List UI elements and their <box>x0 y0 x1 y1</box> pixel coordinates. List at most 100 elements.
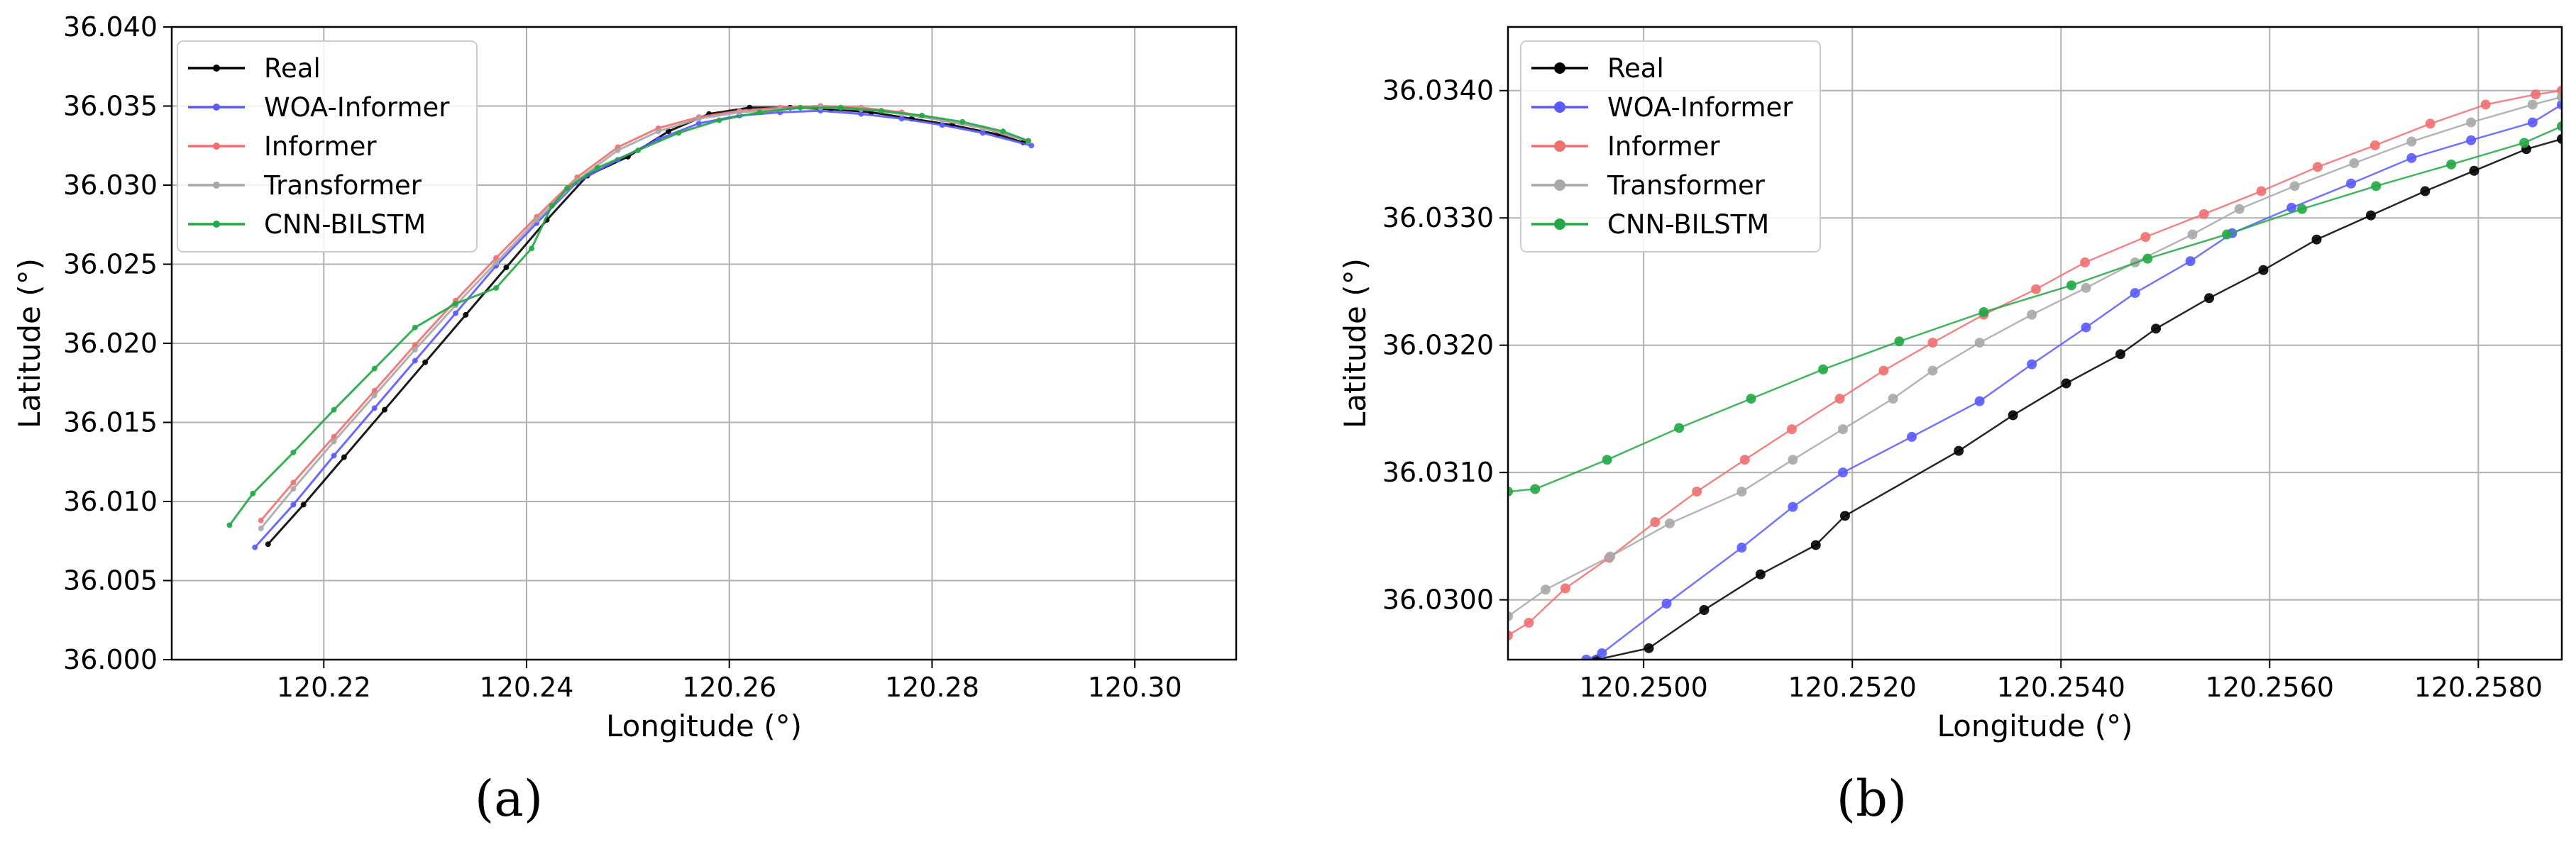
legend-label: CNN-BILSTM <box>1607 209 1769 240</box>
data-point <box>1508 630 1513 640</box>
data-point <box>1699 605 1710 616</box>
legend-swatch-marker <box>1554 62 1565 74</box>
x-tick-label: 120.22 <box>277 672 371 703</box>
data-point <box>615 147 621 153</box>
data-point <box>1028 143 1035 149</box>
data-point <box>1736 543 1747 553</box>
data-point <box>1746 394 1756 404</box>
data-point <box>2066 280 2076 291</box>
data-point <box>331 438 337 445</box>
data-point <box>258 525 264 531</box>
data-point <box>412 342 418 348</box>
data-point <box>2557 92 2562 102</box>
plot-frame <box>170 26 1238 661</box>
data-point <box>2466 135 2477 145</box>
data-point <box>290 449 297 455</box>
data-point <box>412 357 418 364</box>
data-point <box>2256 186 2267 196</box>
y-tick-label: 36.040 <box>63 11 158 43</box>
data-point <box>252 544 258 550</box>
data-point <box>1739 455 1750 465</box>
data-point <box>1837 467 1848 478</box>
data-point <box>1974 338 1985 348</box>
data-point <box>695 116 702 122</box>
data-point <box>1650 517 1661 528</box>
data-point <box>979 130 986 136</box>
x-tick-label: 120.2540 <box>1997 672 2125 703</box>
data-point <box>2027 359 2037 370</box>
data-point <box>1834 394 1845 404</box>
data-point <box>797 104 803 111</box>
data-point <box>1810 540 1821 550</box>
y-tick-label: 36.0330 <box>1382 202 1494 233</box>
data-point <box>1508 611 1513 621</box>
data-point <box>300 501 307 508</box>
data-point <box>1661 599 1672 609</box>
data-point <box>2289 181 2300 192</box>
data-point <box>716 117 722 123</box>
data-point <box>898 116 905 122</box>
legend-swatch-marker <box>1554 179 1565 191</box>
data-point <box>2420 186 2431 196</box>
data-point <box>493 255 500 261</box>
data-point <box>412 346 418 353</box>
data-point <box>290 486 297 492</box>
data-point <box>2185 256 2196 267</box>
data-point <box>2081 282 2091 293</box>
data-point <box>493 260 500 266</box>
data-point <box>2258 265 2269 275</box>
data-point <box>2527 117 2538 128</box>
data-point <box>1978 307 1989 318</box>
data-point <box>2365 210 2376 221</box>
data-point <box>1524 617 1534 628</box>
data-point <box>371 392 378 399</box>
data-point <box>493 284 500 291</box>
data-point <box>2371 181 2382 192</box>
data-point <box>1878 365 1889 376</box>
data-point <box>1736 487 1747 497</box>
data-point <box>595 165 600 171</box>
data-point <box>250 490 256 497</box>
data-point <box>382 406 387 413</box>
data-point <box>1664 518 1675 528</box>
data-point <box>258 517 264 523</box>
data-point <box>2466 117 2477 128</box>
series-group <box>1508 85 2562 660</box>
y-tick-label: 36.0300 <box>1382 584 1494 616</box>
x-tick-label: 120.30 <box>1088 672 1182 703</box>
data-point <box>564 185 571 192</box>
data-point <box>1788 501 1798 512</box>
data-point <box>534 217 540 223</box>
data-point <box>453 301 458 307</box>
x-tick-label: 120.26 <box>682 672 776 703</box>
data-point <box>371 387 378 394</box>
data-point <box>2142 253 2153 264</box>
data-point <box>422 359 429 365</box>
data-point <box>2349 158 2360 169</box>
x-tick-label: 120.2500 <box>1579 672 1707 703</box>
data-point <box>2346 178 2356 189</box>
legend-swatch-marker <box>213 104 220 111</box>
data-point <box>2061 378 2071 389</box>
data-point <box>2557 121 2562 131</box>
legend-swatch-marker <box>213 143 220 150</box>
data-point <box>1954 445 1964 456</box>
y-tick-label: 36.0340 <box>1382 75 1494 106</box>
data-point <box>2480 99 2491 110</box>
data-point <box>737 109 742 116</box>
data-point <box>1644 643 1654 653</box>
legend-label: WOA-Informer <box>264 92 450 123</box>
data-point <box>1837 424 1848 435</box>
y-axis-label: Latitude (°) <box>1338 258 1372 428</box>
data-point <box>529 245 535 252</box>
legend-label: Informer <box>1607 131 1720 162</box>
data-point <box>2008 410 2018 421</box>
x-tick-label: 120.28 <box>885 672 979 703</box>
data-point <box>1560 583 1570 594</box>
data-point <box>1786 424 1797 435</box>
data-point <box>1839 511 1850 521</box>
panel-label: (b) <box>1837 770 1907 828</box>
plot-frame <box>1507 26 2563 661</box>
y-tick-label: 36.035 <box>63 91 158 122</box>
legend: Real WOA-Informer Informer Transformer CNN-B… <box>1520 40 1821 253</box>
